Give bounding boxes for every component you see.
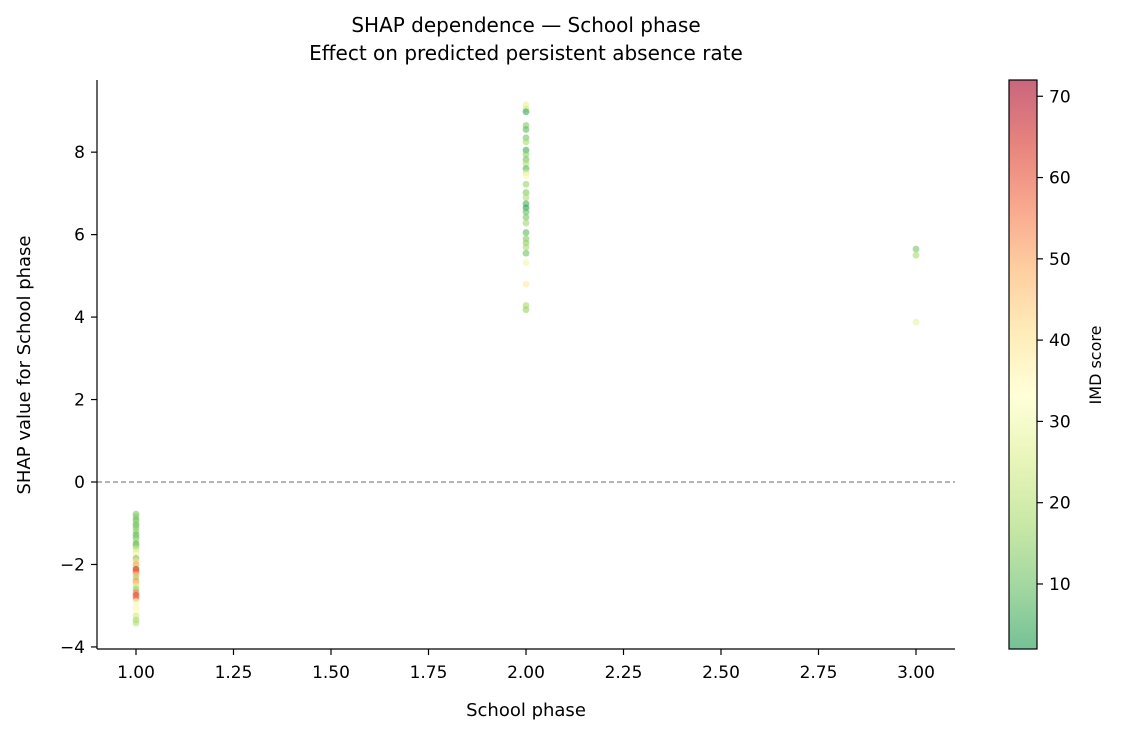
x-tick-label: 2.00 [507,663,545,683]
scatter-point [522,172,530,180]
scatter-point [522,243,530,251]
scatter-point [522,249,530,257]
scatter-point [912,318,920,326]
y-tick-label: 2 [74,391,85,411]
scatter-point [132,619,140,627]
chart-subtitle: Effect on predicted persistent absence r… [309,41,743,65]
colorbar-gradient [1009,80,1037,649]
colorbar-tick-label: 30 [1049,412,1071,432]
x-tick-label: 3.00 [897,663,935,683]
y-tick-label: 6 [74,226,85,246]
y-tick-label: 8 [74,143,85,163]
y-tick-label: −2 [60,555,85,575]
scatter-point [912,245,920,253]
y-tick-label: 4 [74,308,85,328]
colorbar-tick-label: 10 [1049,575,1071,595]
scatter-point [522,194,530,201]
colorbar-tick-label: 20 [1049,494,1071,514]
x-axis-label: School phase [466,700,586,721]
axes: 1.00 1.25 1.50 1.75 2.00 2.25 2.50 2.75 3.00 −4 −2… [60,80,955,683]
scatter-point [522,150,530,158]
scatter-point [912,251,920,259]
x-tick-label: 2.50 [702,663,740,683]
scatter-point [522,259,530,267]
colorbar-label: IMD score [1086,326,1105,405]
chart-title: SHAP dependence — School phase [351,13,700,37]
x-tick-label: 2.25 [605,663,643,683]
colorbar-tick-label: 50 [1049,250,1071,270]
scatter-point [522,180,530,188]
colorbar-tick-label: 60 [1049,169,1071,189]
colorbar-tick-label: 70 [1049,87,1071,107]
scatter-point [132,598,140,605]
x-tick-label: 2.75 [800,663,838,683]
x-tick-label: 1.25 [215,663,253,683]
scatter-point [522,306,530,314]
x-tick-label: 1.75 [410,663,448,683]
scatter-point [522,208,530,216]
scatter-point [522,138,530,146]
y-axis-label: SHAP value for School phase [14,235,35,494]
scatter-point [522,189,530,196]
x-tick-label: 1.00 [117,663,155,683]
scatter-point [522,229,530,236]
x-tick-label: 1.50 [312,663,350,683]
scatter-point [522,213,530,221]
scatter-point [522,160,530,168]
colorbar: 10 20 30 40 50 60 70 [1008,79,1071,650]
colorbar-tick-label: 40 [1049,331,1071,351]
y-tick-label: 0 [74,473,85,493]
scatter-point [522,280,530,288]
colorbar-frame [1008,79,1038,650]
scatter-points [132,101,920,627]
scatter-point [522,219,530,227]
scatter-point [522,126,530,133]
scatter-point [522,108,530,116]
y-tick-label: −4 [60,638,85,658]
